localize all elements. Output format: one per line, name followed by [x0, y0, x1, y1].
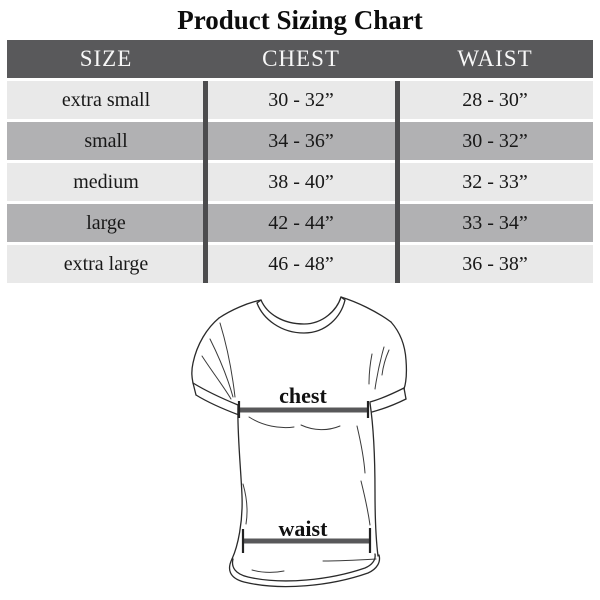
- waist-measurement: waist: [241, 516, 372, 553]
- column-header-size: SIZE: [79, 46, 133, 71]
- waist-cell: 36 - 38”: [462, 252, 528, 275]
- table-row: extra large 46 - 48” 36 - 38”: [7, 245, 593, 283]
- torso: [231, 402, 379, 560]
- table-row: small 34 - 36” 30 - 32”: [7, 122, 593, 160]
- waist-cell: 32 - 33”: [462, 170, 528, 193]
- size-cell: extra large: [63, 252, 149, 275]
- page-title: Product Sizing Chart: [177, 5, 423, 35]
- size-cell: large: [86, 211, 126, 234]
- left-sleeve: [191, 317, 240, 416]
- waist-cell: 28 - 30”: [462, 88, 528, 111]
- chest-cell: 30 - 32”: [268, 88, 334, 111]
- table-row: extra small 30 - 32” 28 - 30”: [7, 81, 593, 119]
- collar: [256, 296, 346, 334]
- right-shoulder-seam: [340, 296, 392, 323]
- size-cell: medium: [73, 170, 139, 193]
- column-header-chest: CHEST: [262, 46, 340, 71]
- chest-cell: 34 - 36”: [268, 129, 334, 152]
- table-row: large 42 - 44” 33 - 34”: [7, 204, 593, 242]
- column-header-waist: WAIST: [457, 46, 533, 71]
- waist-cell: 30 - 32”: [462, 129, 528, 152]
- table-row: medium 38 - 40” 32 - 33”: [7, 163, 593, 201]
- left-shoulder-seam: [218, 299, 262, 319]
- hem: [228, 553, 381, 588]
- chest-cell: 42 - 44”: [268, 211, 334, 234]
- right-sleeve: [368, 321, 408, 413]
- table-header-row: SIZE CHEST WAIST: [7, 40, 593, 78]
- chest-label: chest: [279, 383, 327, 408]
- waist-cell: 33 - 34”: [462, 211, 528, 234]
- column-divider: [395, 81, 400, 283]
- size-cell: small: [84, 129, 128, 152]
- chest-cell: 46 - 48”: [268, 252, 334, 275]
- chest-cell: 38 - 40”: [268, 170, 334, 193]
- waist-label: waist: [279, 516, 329, 541]
- chest-measurement: chest: [237, 383, 370, 418]
- tshirt-illustration: chest waist: [191, 296, 408, 588]
- size-cell: extra small: [61, 88, 151, 111]
- column-divider: [203, 81, 208, 283]
- sizing-table: SIZE CHEST WAIST extra small 30 - 32” 28…: [7, 40, 593, 283]
